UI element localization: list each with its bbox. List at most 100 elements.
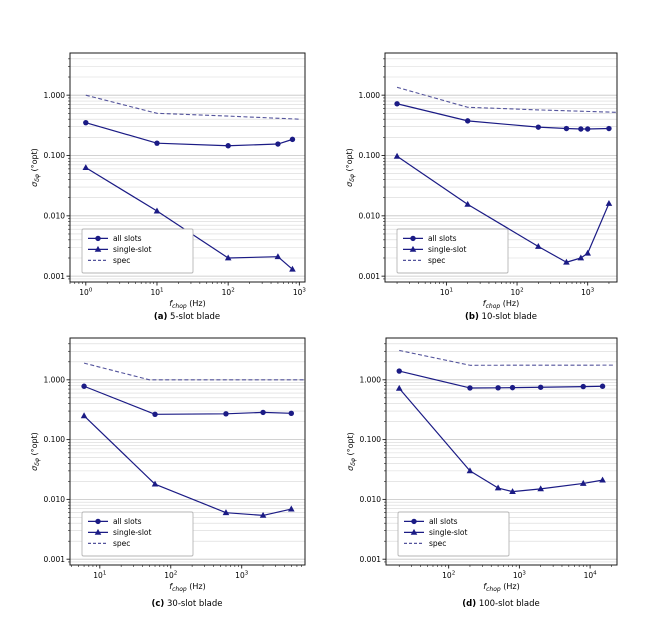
x-tick-label: 102 [222,288,235,298]
circle-marker [394,101,400,107]
circle-marker [275,141,281,147]
triangle-marker [151,480,159,487]
y-tick-label: 0.010 [360,495,382,504]
x-tick-label: 101 [440,288,453,298]
y-tick-label: 0.100 [359,151,381,160]
legend-label: single-slot [428,245,466,254]
x-axis-label: fchop (Hz) [483,299,519,310]
legend-label: single-slot [429,528,467,537]
circle-marker [584,126,591,132]
legend-label: all slots [428,234,457,243]
series-a-spec-line [85,94,300,120]
triangle-marker [464,200,471,207]
x-tick-label: 102 [442,571,455,581]
circle-marker [535,124,542,130]
circle-marker [467,385,473,391]
y-tick-label: 0.010 [44,211,66,220]
y-tick-label: 1.000 [44,91,66,100]
triangle-marker [287,505,295,512]
legend-circle-marker [95,518,101,525]
series-b-spec-line [396,86,616,113]
y-tick-label: 0.001 [44,272,66,281]
triangle-marker [466,467,474,474]
subplot-b: 1.000 0.100 0.010 0.001 101 102 103 fchop (Hz) σ… [345,52,618,322]
y-tick-label: 0.001 [360,555,382,564]
triangle-marker [605,200,613,206]
subplot-c: 1.000 0.100 0.010 0.001 101 102 103 fchop (Hz) σ… [30,337,306,609]
circle-marker [537,384,544,390]
plot-spines [69,52,306,283]
legend-label: spec [429,539,446,548]
triangle-marker [153,207,161,214]
triangle-marker [537,485,544,492]
circle-marker [289,136,296,143]
triangle-marker [395,384,403,391]
legend-b: all slots single-slot spec [396,228,509,274]
y-tick-label: 1.000 [44,375,66,384]
triangle-marker [82,164,90,171]
circle-marker [563,125,570,132]
x-axis-label: fchop (Hz) [169,582,205,593]
circle-marker [509,384,516,391]
series-a-all-slots-line [85,122,293,147]
x-tick-label: 103 [293,288,307,298]
triangle-marker [584,249,591,256]
y-tick-label: 0.010 [359,211,381,220]
triangle-marker [577,254,585,261]
y-tick-label: 0.100 [360,435,382,444]
series-c-spec-line [83,362,304,381]
subplot-a: 1.000 0.100 0.010 0.001 100 101 102 103 fchop (H… [30,52,307,322]
triangle-marker [80,412,88,419]
subplot-caption: (b) 10-slot blade [465,312,537,322]
y-tick-label: 0.010 [44,495,66,504]
legend-label: all slots [113,517,142,526]
legend-label: single-slot [113,528,151,537]
y-tick-label: 0.100 [44,151,66,160]
x-tick-label: 103 [581,288,595,298]
legend-a: all slots single-slot spec [81,228,194,274]
plot-spines [69,337,306,566]
y-tick-label: 0.001 [44,555,66,564]
x-tick-label: 104 [584,571,598,581]
legend-circle-marker [95,235,101,242]
y-axis-label: σδφ (°opt) [30,148,41,187]
circle-marker [580,383,586,390]
y-axis-label: σδφ (°opt) [346,432,357,471]
axes-c: 1.000 0.100 0.010 0.001 101 102 103 [44,343,302,581]
subplot-caption: (c) 30-slot blade [151,599,222,609]
legend-box [397,511,510,557]
circle-marker [606,125,612,132]
x-tick-label: 101 [93,571,106,581]
triangle-marker [222,509,230,516]
circle-marker [396,368,402,374]
y-axis-label: σδφ (°opt) [30,432,41,471]
circle-marker [152,411,158,417]
series-c-single-slot-line [83,415,292,517]
plot-spines [384,52,618,283]
circle-marker [599,383,606,389]
y-axis-label: σδφ (°opt) [345,148,356,187]
y-tick-label: 1.000 [359,91,381,100]
subplot-caption: (d) 100-slot blade [462,599,539,609]
x-tick-label: 101 [150,288,163,298]
triangle-marker [535,243,542,249]
legend-label: spec [113,256,130,265]
triangle-marker [274,253,282,260]
x-tick-label: 103 [513,571,527,581]
triangle-marker [599,476,606,483]
legend-label: all slots [429,517,458,526]
series-d-spec-line [399,349,615,366]
triangle-marker [393,152,401,159]
legend-label: spec [428,256,445,265]
circle-marker [225,143,231,149]
legend-circle-marker [410,235,416,242]
x-tick-label: 103 [235,571,249,581]
triangle-marker [509,488,516,495]
series-b-all-slots-line [396,103,609,130]
triangle-marker [289,265,296,272]
circle-marker [495,385,501,391]
subplot-d: 1.000 0.100 0.010 0.001 102 103 104 fchop (Hz) σ… [346,337,618,609]
y-tick-label: 0.001 [359,272,381,281]
gridlines-b [385,58,617,280]
